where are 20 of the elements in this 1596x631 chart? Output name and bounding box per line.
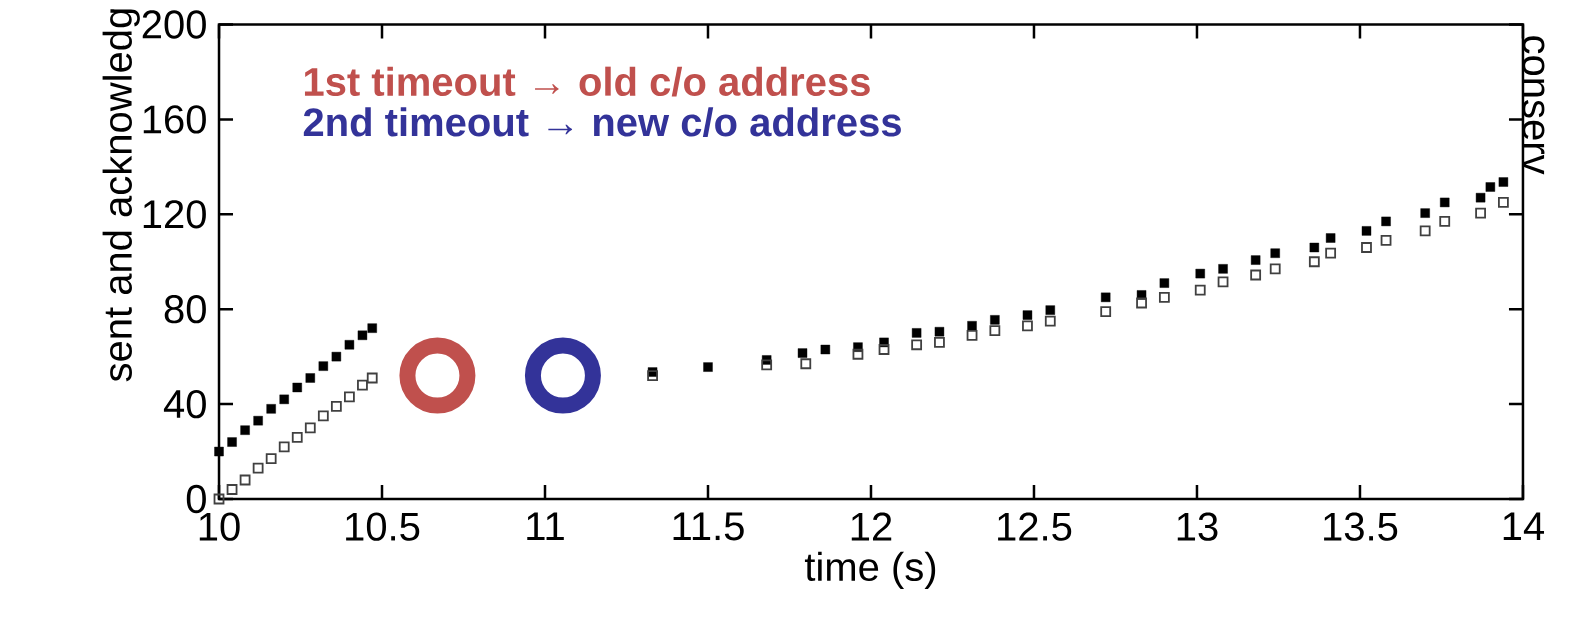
x-tick-label: 12.5 bbox=[998, 512, 1072, 541]
x-tick-label: 13 bbox=[1177, 512, 1218, 541]
y-tick-label: 120 bbox=[143, 200, 206, 229]
annotation: conserv bbox=[1522, 36, 1545, 175]
x-tick-label: 10.5 bbox=[346, 512, 420, 541]
x-tick-label: 14 bbox=[1503, 512, 1545, 541]
y-tick-label: 0 bbox=[186, 484, 206, 514]
text: 1st timeout → old c/o address bbox=[304, 66, 870, 97]
x-tick-label: 13.5 bbox=[1324, 512, 1398, 541]
y-tick-label: 160 bbox=[143, 105, 206, 134]
y-axis-title: sent and acknowledg bbox=[102, 9, 140, 382]
text: 2nd timeout → new c/o address bbox=[303, 107, 901, 137]
x-axis-title: time (s) bbox=[804, 551, 936, 589]
y-tick-label: 40 bbox=[163, 389, 206, 419]
x-tick-label: 12 bbox=[851, 512, 892, 541]
x-tick-label: 11 bbox=[527, 512, 564, 541]
y-tick-label: 200 bbox=[142, 10, 206, 39]
y-tick-label: 80 bbox=[164, 295, 206, 324]
x-tick-label: 11.5 bbox=[673, 512, 744, 541]
x-tick-label: 10 bbox=[199, 512, 240, 541]
